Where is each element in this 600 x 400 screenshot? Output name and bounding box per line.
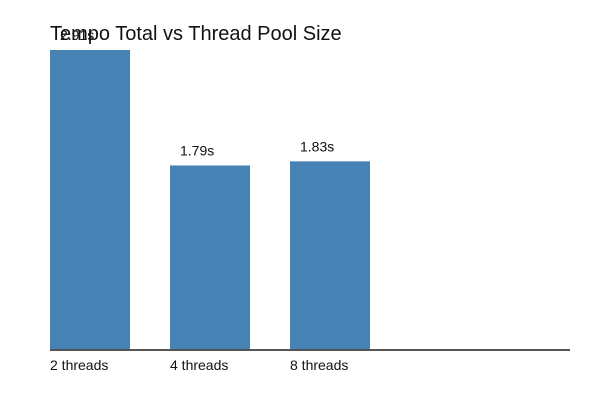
category-label-3: 8 threads — [290, 357, 348, 373]
bar-3 — [290, 161, 370, 350]
value-label-1: 2.91s — [60, 27, 94, 43]
value-label-3: 1.83s — [300, 138, 334, 154]
value-label-2: 1.79s — [180, 142, 214, 158]
category-label-1: 2 threads — [50, 357, 108, 373]
bar-2 — [170, 165, 250, 350]
chart-title: Tempo Total vs Thread Pool Size — [50, 23, 342, 45]
bars-group: 2.91s 2 threads 1.79s 4 threads 1.83s 8 threa… — [50, 27, 370, 373]
category-label-2: 4 threads — [170, 357, 228, 373]
bar-1 — [50, 50, 130, 350]
